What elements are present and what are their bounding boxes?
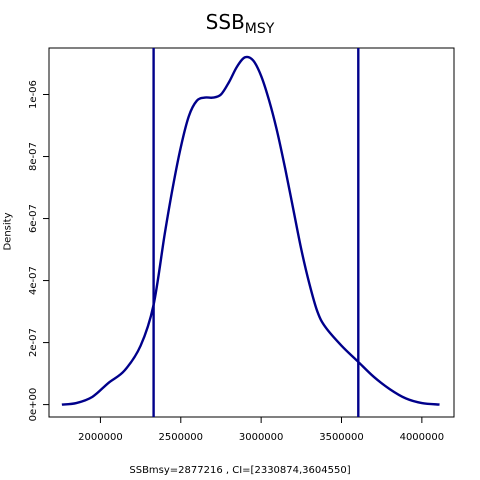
y-tick-label: 4e-07 (28, 266, 39, 295)
chart-title-main: SSB (205, 10, 245, 34)
x-tick-label: 4000000 (400, 432, 445, 443)
y-axis: 0e+00 2e-07 4e-07 6e-07 8e-07 1e-06 (28, 80, 50, 422)
x-tick-label: 2500000 (159, 432, 204, 443)
density-curve (61, 55, 440, 406)
x-axis: 2000000 2500000 3000000 3500000 4000000 (78, 416, 445, 443)
y-tick-label: 6e-07 (28, 204, 39, 233)
y-axis-label: Density (2, 212, 14, 251)
plot-frame (48, 47, 455, 418)
x-tick-label: 3000000 (239, 432, 284, 443)
x-tick-label: 2000000 (78, 432, 123, 443)
chart-title: SSBMSY (0, 10, 480, 37)
y-tick-label: 0e+00 (28, 388, 39, 422)
y-tick-label: 2e-07 (28, 328, 39, 357)
x-tick-label: 3500000 (319, 432, 364, 443)
chart-title-subscript: MSY (244, 21, 275, 37)
ci-lines (152, 48, 360, 417)
y-tick-label: 1e-06 (28, 80, 39, 109)
x-axis-label: SSBmsy=2877216 , CI=[2330874,3604550] (129, 465, 351, 476)
y-tick-label: 8e-07 (28, 142, 39, 171)
